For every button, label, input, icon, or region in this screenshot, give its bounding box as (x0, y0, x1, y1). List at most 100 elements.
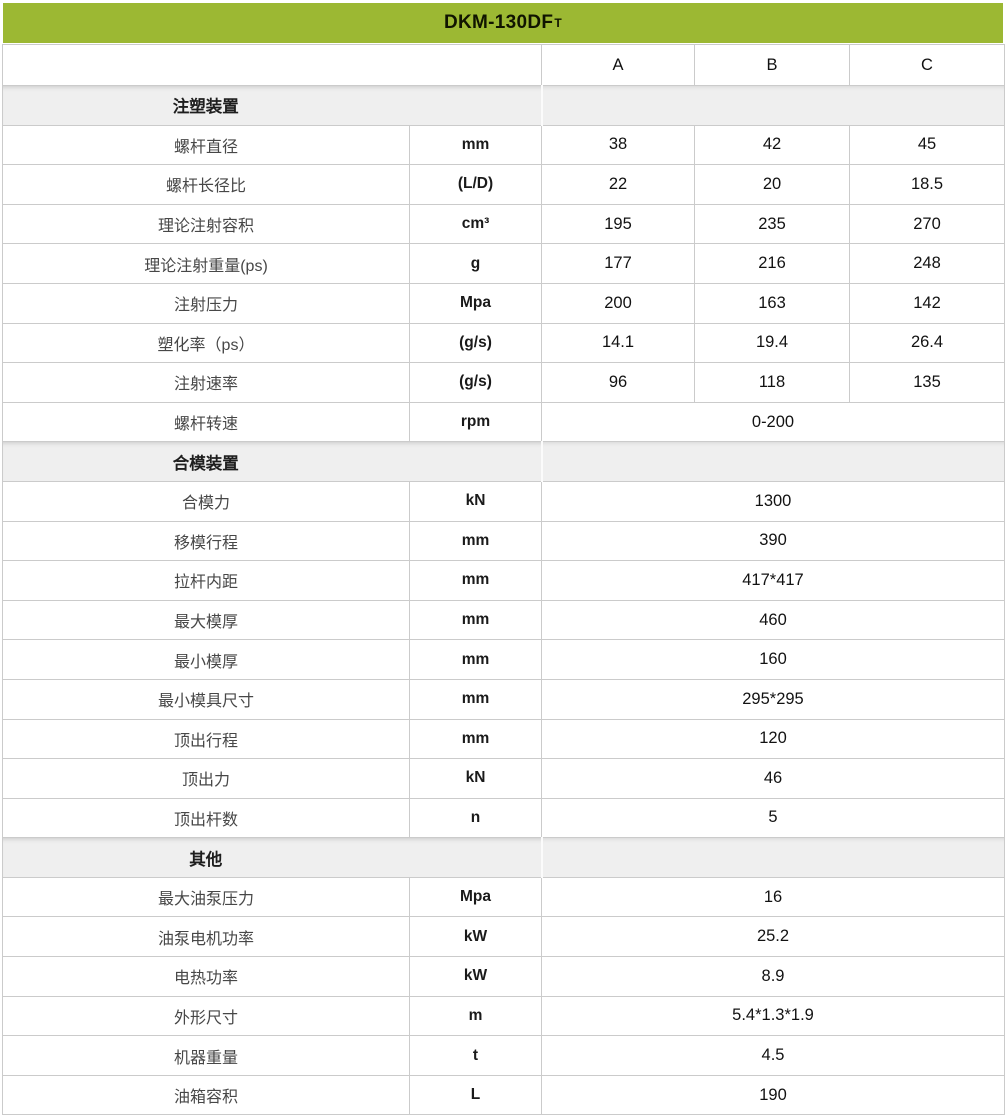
spec-row: 电热功率 kW 8.9 (2, 956, 1005, 997)
spec-unit: mm (409, 718, 542, 760)
section-title: 其他 (2, 837, 542, 878)
spec-unit: L (409, 1074, 542, 1116)
spec-value-merged: 190 (541, 1074, 1005, 1116)
spec-row: 拉杆内距 mm 417*417 (2, 560, 1005, 601)
section-header-row: 合模装置 (2, 441, 1005, 482)
spec-row: 注射压力 Mpa 200 163 142 (2, 282, 1005, 324)
spec-value-merged: 120 (541, 718, 1005, 760)
section-filler (540, 441, 1005, 482)
spec-row: 螺杆长径比 (L/D) 22 20 18.5 (2, 164, 1005, 205)
spec-unit: mm (409, 639, 542, 680)
spec-row: 最小模具尺寸 mm 295*295 (2, 678, 1005, 720)
spec-label: 油箱容积 (2, 1074, 410, 1116)
spec-value-b: 20 (694, 164, 850, 205)
spec-label: 机器重量 (2, 1035, 410, 1076)
spec-value-c: 248 (849, 243, 1005, 284)
spec-row: 理论注射重量(ps) g 177 216 248 (2, 243, 1005, 284)
spec-row: 合模力 kN 1300 (2, 480, 1005, 522)
spec-row: 移模行程 mm 390 (2, 520, 1005, 562)
spec-row: 顶出行程 mm 120 (2, 718, 1005, 760)
section-title: 合模装置 (2, 441, 542, 482)
section-title: 注塑装置 (2, 85, 542, 126)
spec-value-merged: 46 (541, 758, 1005, 799)
spec-table-body: 注塑装置 螺杆直径 mm 38 42 45 螺杆长径比 (L/D) 22 20 18.5 理论注射容积… (2, 85, 1005, 1116)
spec-table: A B C 注塑装置 螺杆直径 mm 38 42 45 螺杆长径比 (L/D) 22 20 18.5… (2, 44, 1005, 1116)
spec-value-merged: 295*295 (541, 678, 1005, 720)
spec-label: 理论注射重量(ps) (2, 243, 410, 284)
spec-value-b: 118 (694, 362, 850, 403)
spec-unit: mm (409, 678, 542, 720)
spec-row: 外形尺寸 m 5.4*1.3*1.9 (2, 995, 1005, 1037)
spec-value-a: 38 (541, 124, 695, 166)
spec-value-merged: 460 (541, 599, 1005, 641)
spec-unit: mm (409, 599, 542, 641)
spec-value-merged: 16 (541, 876, 1005, 918)
spec-value-merged: 0-200 (541, 401, 1005, 443)
spec-label: 螺杆转速 (2, 401, 410, 443)
spec-value-a: 14.1 (541, 322, 695, 364)
spec-row: 理论注射容积 cm³ 195 235 270 (2, 203, 1005, 245)
model-name: DKM-130DF (444, 12, 554, 33)
spec-unit: cm³ (409, 203, 542, 245)
spec-unit: mm (409, 124, 542, 166)
spec-row: 注射速率 (g/s) 96 118 135 (2, 362, 1005, 403)
column-header-a: A (541, 44, 695, 86)
spec-unit: rpm (409, 401, 542, 443)
spec-unit: (g/s) (409, 362, 542, 403)
spec-value-a: 96 (541, 362, 695, 403)
spec-value-merged: 8.9 (541, 956, 1005, 997)
spec-label: 注射速率 (2, 362, 410, 403)
spec-label: 移模行程 (2, 520, 410, 562)
spec-label: 顶出行程 (2, 718, 410, 760)
spec-value-c: 142 (849, 282, 1005, 324)
spec-label: 合模力 (2, 480, 410, 522)
spec-row: 最大模厚 mm 460 (2, 599, 1005, 641)
spec-label: 电热功率 (2, 956, 410, 997)
spec-unit: kW (409, 956, 542, 997)
spec-label: 最大油泵压力 (2, 876, 410, 918)
spec-label: 最大模厚 (2, 599, 410, 641)
spec-row: 顶出力 kN 46 (2, 758, 1005, 799)
spec-value-c: 270 (849, 203, 1005, 245)
spec-row: 最小模厚 mm 160 (2, 639, 1005, 680)
column-header-b: B (694, 44, 850, 86)
spec-label: 最小模具尺寸 (2, 678, 410, 720)
spec-label: 螺杆直径 (2, 124, 410, 166)
spec-value-a: 195 (541, 203, 695, 245)
spec-value-merged: 417*417 (541, 560, 1005, 601)
spec-unit: Mpa (409, 876, 542, 918)
column-header-row: A B C (2, 44, 1005, 86)
spec-value-merged: 5.4*1.3*1.9 (541, 995, 1005, 1037)
spec-unit: mm (409, 560, 542, 601)
spec-unit: m (409, 995, 542, 1037)
spec-row: 螺杆直径 mm 38 42 45 (2, 124, 1005, 166)
spec-value-merged: 5 (541, 797, 1005, 839)
spec-unit: kW (409, 916, 542, 958)
spec-row: 塑化率（ps） (g/s) 14.1 19.4 26.4 (2, 322, 1005, 364)
column-header-blank (2, 44, 542, 86)
spec-value-b: 216 (694, 243, 850, 284)
spec-row: 油箱容积 L 190 (2, 1074, 1005, 1116)
spec-value-merged: 390 (541, 520, 1005, 562)
spec-row: 最大油泵压力 Mpa 16 (2, 876, 1005, 918)
model-title-bar: DKM-130DF T (3, 3, 1003, 43)
spec-row: 油泵电机功率 kW 25.2 (2, 916, 1005, 958)
spec-value-merged: 160 (541, 639, 1005, 680)
spec-value-b: 163 (694, 282, 850, 324)
spec-value-c: 135 (849, 362, 1005, 403)
spec-value-c: 26.4 (849, 322, 1005, 364)
spec-value-b: 235 (694, 203, 850, 245)
spec-value-a: 200 (541, 282, 695, 324)
spec-unit: kN (409, 480, 542, 522)
spec-unit: Mpa (409, 282, 542, 324)
spec-label: 最小模厚 (2, 639, 410, 680)
section-filler (540, 837, 1005, 878)
spec-label: 顶出力 (2, 758, 410, 799)
spec-unit: n (409, 797, 542, 839)
spec-unit: mm (409, 520, 542, 562)
spec-value-a: 22 (541, 164, 695, 205)
spec-unit: t (409, 1035, 542, 1076)
spec-row: 螺杆转速 rpm 0-200 (2, 401, 1005, 443)
spec-unit: kN (409, 758, 542, 799)
section-header-row: 注塑装置 (2, 85, 1005, 126)
